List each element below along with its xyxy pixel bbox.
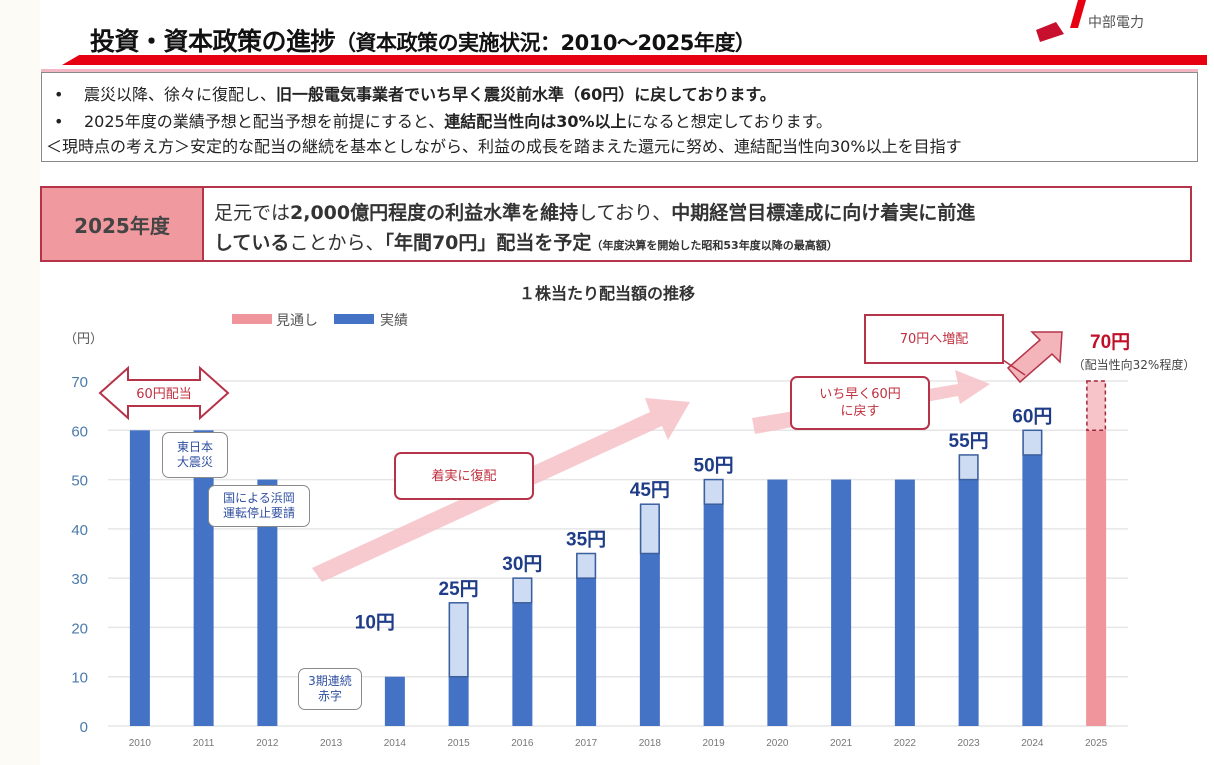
y-tick-label: 0	[80, 719, 88, 736]
summary-line-1: • 震災以降、徐々に復配し、旧一般電気事業者でいち早く震災前水準（60円）に戻して…	[54, 85, 776, 104]
bar-increase-2023	[958, 454, 979, 481]
value-label-2025: 70円	[1090, 332, 1130, 353]
fy2025-box: 2025年度 足元では2,000億円程度の利益水準を維持しており、中期経営目標達…	[40, 186, 1192, 262]
value-label-2015: 25円	[439, 579, 479, 600]
chart-title: １株当たり配当額の推移	[518, 284, 695, 303]
page-title: 投資・資本政策の進捗（資本政策の実施状況：2010～2025年度）	[90, 22, 756, 58]
bar-actual-2019	[703, 479, 724, 726]
annotation-deficit: 3期連続 赤字	[298, 668, 362, 710]
bar-increase-2024	[1022, 429, 1043, 456]
x-tick-label: 2010	[129, 738, 152, 749]
title-main: 投資・資本政策の進捗	[90, 27, 336, 56]
annotation-steady-recovery: 着実に復配	[394, 452, 534, 500]
bar-increase-2015	[448, 602, 469, 678]
x-tick-label: 2016	[511, 738, 534, 749]
annotation-early-60: いち早く60円 に戻す	[790, 376, 930, 430]
summary-line-2: • 2025年度の業績予想と配当予想を前提にすると、連結配当性向は30%以上になる…	[54, 112, 833, 131]
y-tick-label: 50	[71, 473, 88, 490]
x-tick-label: 2015	[448, 738, 471, 749]
x-tick-label: 2023	[958, 738, 981, 749]
y-tick-label: 40	[71, 522, 88, 539]
value-label-2017: 35円	[566, 530, 606, 551]
fy-line-1: 足元では2,000億円程度の利益水準を維持しており、中期経営目標達成に向け着実に…	[214, 202, 976, 224]
y-axis-label: （円）	[64, 332, 103, 347]
x-tick-label: 2021	[830, 738, 853, 749]
bar-actual-2023	[958, 454, 979, 726]
bar-actual-2014	[384, 676, 405, 726]
logo-icon	[1036, 0, 1086, 42]
value-label-2024: 60円	[1012, 406, 1052, 427]
legend-label-forecast: 見通し	[276, 313, 318, 329]
x-tick-label: 2020	[766, 738, 789, 749]
arrow-70-increase	[1006, 331, 1063, 384]
fy-line-2: していることから、「年間70円」配当を予定（年度決算を開始した昭和53年度以降の…	[214, 232, 838, 254]
title-underline	[62, 55, 1207, 65]
legend-label-actual: 実績	[380, 313, 408, 329]
fy-tag: 2025年度	[42, 188, 204, 260]
y-tick-label: 30	[71, 571, 88, 588]
x-tick-label: 2019	[703, 738, 726, 749]
value-label-2018: 45円	[630, 480, 670, 501]
value-label-2016: 30円	[502, 554, 542, 575]
annotation-60-dividend: 60円配当	[136, 387, 192, 402]
y-tick-label: 70	[71, 374, 88, 391]
summary-line-3: ＜現時点の考え方＞安定的な配当の継続を基本としながら、利益の成長を踏まえた還元に…	[46, 137, 962, 156]
bar-forecast-increase-2025	[1086, 380, 1107, 432]
logo-text: 中部電力	[1088, 15, 1144, 31]
annotation-earthquake: 東日本 大震災	[162, 432, 228, 478]
bar-actual-2010	[129, 430, 150, 726]
bar-actual-2018	[639, 504, 660, 726]
x-tick-label: 2024	[1021, 738, 1044, 749]
x-tick-label: 2018	[639, 738, 662, 749]
bar-increase-2018	[639, 503, 660, 555]
x-tick-label: 2017	[575, 738, 598, 749]
bar-forecast-2025	[1086, 430, 1107, 726]
legend-swatch-actual	[334, 314, 374, 324]
bar-actual-2012	[257, 479, 278, 726]
x-tick-label: 2011	[193, 738, 215, 749]
legend-swatch-forecast	[232, 314, 272, 324]
title-sub: （資本政策の実施状況：2010～2025年度）	[335, 31, 756, 55]
bar-actual-2016	[512, 578, 533, 726]
y-tick-label: 10	[71, 670, 88, 687]
double-arrow-60	[98, 365, 230, 421]
value-label-2019: 50円	[694, 456, 734, 477]
x-tick-label: 2012	[256, 738, 279, 749]
forecast-note: （配当性向32%程度）	[1073, 357, 1196, 372]
bar-actual-2022	[894, 479, 915, 726]
bar-actual-2021	[831, 479, 852, 726]
y-tick-label: 60	[71, 423, 88, 440]
x-tick-label: 2025	[1085, 738, 1108, 749]
bar-increase-2017	[576, 552, 597, 579]
x-tick-label: 2014	[384, 738, 407, 749]
annotation-raise-70: 70円へ増配	[864, 314, 1004, 364]
bar-actual-2017	[576, 553, 597, 726]
x-tick-label: 2022	[894, 738, 917, 749]
summary-box: • 震災以降、徐々に復配し、旧一般電気事業者でいち早く震災前水準（60円）に戻して…	[41, 72, 1198, 162]
x-tick-label: 2013	[320, 738, 343, 749]
annotation-hamaoka: 国による浜岡 運転停止要請	[208, 485, 310, 527]
y-tick-label: 20	[71, 620, 88, 637]
bar-increase-2016	[512, 577, 533, 604]
bar-increase-2019	[703, 478, 724, 505]
callout-line	[999, 357, 1026, 376]
bar-actual-2024	[1022, 430, 1043, 726]
bar-actual-2020	[767, 479, 788, 726]
value-label-2014: 10円	[355, 613, 395, 634]
value-label-2023: 55円	[949, 431, 989, 452]
